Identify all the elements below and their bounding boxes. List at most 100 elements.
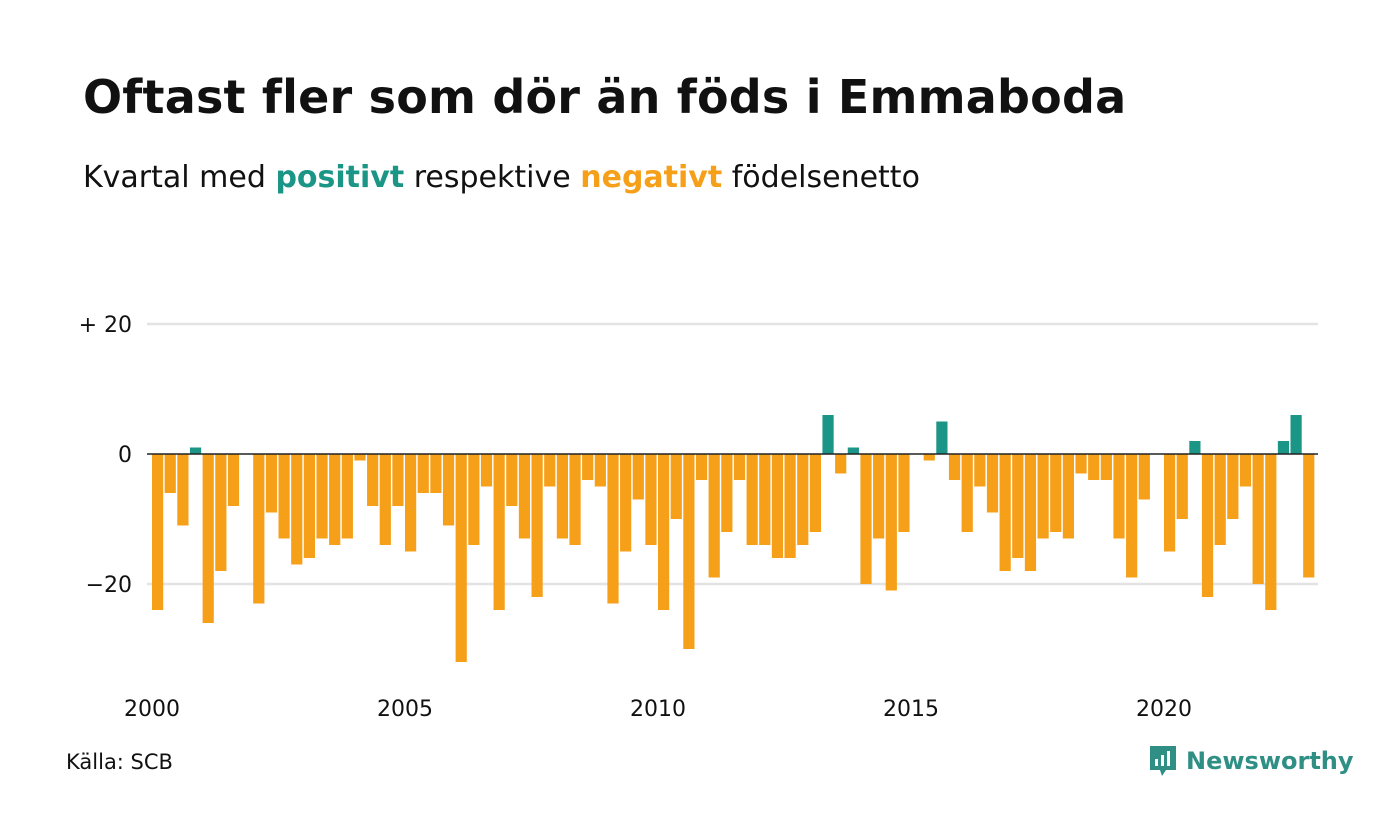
bar [594, 454, 606, 487]
bar [265, 454, 278, 513]
bar [784, 454, 796, 558]
bar [885, 454, 897, 591]
bar [442, 454, 455, 526]
bar [986, 454, 999, 513]
bar [733, 454, 746, 480]
bar [544, 454, 556, 487]
bar [506, 454, 518, 506]
bar [1024, 454, 1037, 571]
bar [1290, 415, 1302, 454]
y-tick-label: 0 [118, 443, 132, 468]
bar [518, 454, 531, 539]
bar [1252, 454, 1264, 584]
bar [341, 454, 353, 539]
brand-logo: Newsworthy [1148, 744, 1354, 778]
x-tick-label: 2000 [124, 697, 180, 722]
bar [189, 447, 202, 454]
bar [430, 454, 442, 493]
bar [759, 454, 771, 545]
bar [936, 421, 948, 454]
bar [480, 454, 493, 487]
bar [683, 454, 695, 649]
bar [771, 454, 784, 558]
x-tick-label: 2005 [377, 697, 433, 722]
bar [1037, 454, 1049, 539]
x-tick-label: 2020 [1136, 697, 1192, 722]
bar [721, 454, 733, 532]
bar [1303, 454, 1315, 578]
bar [1164, 454, 1176, 552]
bar [1088, 454, 1100, 480]
bar [1012, 454, 1024, 558]
bar [860, 454, 872, 584]
subtitle-positive: positivt [275, 160, 405, 195]
bar [835, 454, 847, 474]
bar [923, 454, 935, 461]
bar [556, 454, 568, 539]
bar [948, 454, 961, 480]
bar [1201, 454, 1214, 597]
bar [164, 454, 176, 493]
bar [177, 454, 189, 526]
bar [620, 454, 632, 552]
grid-lines [147, 322, 1318, 586]
bar [1189, 441, 1201, 454]
bar [202, 454, 214, 623]
y-tick-label: −20 [86, 573, 132, 598]
subtitle-middle: respektive [413, 160, 571, 195]
bar [822, 415, 834, 454]
x-axis-ticks: 2000 2005 2010 2015 2020 [124, 697, 1192, 722]
subtitle-prefix: Kvartal med [83, 160, 266, 195]
bar [316, 454, 328, 539]
bar [873, 454, 885, 539]
bar [670, 454, 682, 519]
bar [329, 454, 341, 545]
bar [493, 454, 505, 610]
bar [1176, 454, 1188, 519]
bar [632, 454, 644, 500]
bar [1126, 454, 1138, 578]
bar [797, 454, 809, 545]
bar [847, 447, 859, 454]
bar [253, 454, 265, 604]
bar [658, 454, 670, 610]
bar [1227, 454, 1239, 519]
bar [215, 454, 227, 571]
newsworthy-logo-icon [1150, 746, 1176, 776]
bar [898, 454, 910, 532]
bar [708, 454, 720, 578]
bar [455, 454, 467, 662]
bar [961, 454, 973, 532]
bar [1113, 454, 1125, 539]
bar [367, 454, 379, 506]
bar [392, 454, 404, 506]
bar [582, 454, 594, 480]
bar [354, 454, 366, 461]
bar [569, 454, 581, 545]
bar [1265, 454, 1277, 610]
bar [695, 454, 708, 480]
source-note: Källa: SCB [66, 750, 173, 774]
bar [1075, 454, 1087, 474]
bars [152, 415, 1315, 662]
x-tick-label: 2015 [883, 697, 939, 722]
bar [152, 454, 164, 610]
bar [417, 454, 429, 493]
bar [1050, 454, 1062, 532]
y-tick-label: + 20 [79, 313, 132, 338]
bar [379, 454, 391, 545]
bar [1100, 454, 1112, 480]
bar [531, 454, 543, 597]
bar [809, 454, 821, 532]
y-axis-ticks: + 20 0 −20 [79, 313, 132, 598]
bar [1239, 454, 1252, 487]
bar [227, 454, 240, 506]
bar [746, 454, 758, 545]
chart-title: Oftast fler som dör än föds i Emmaboda [83, 70, 1127, 124]
bar [1138, 454, 1150, 500]
bar [405, 454, 417, 552]
bar [1214, 454, 1226, 545]
bar [291, 454, 303, 565]
bar [278, 454, 290, 539]
bar [1062, 454, 1074, 539]
